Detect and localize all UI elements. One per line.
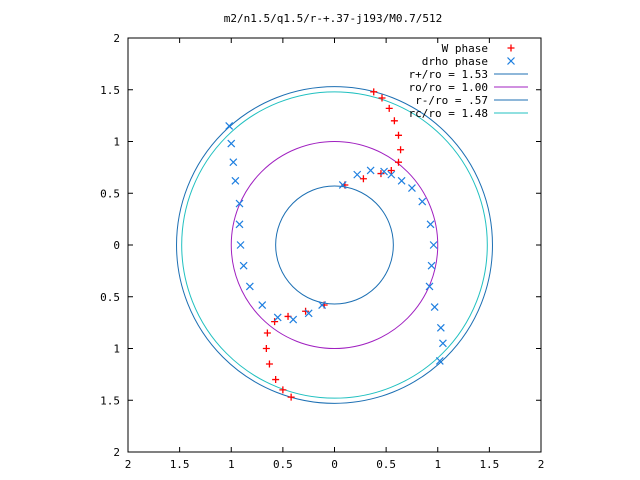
- legend-label: r-/ro = .57: [415, 94, 488, 107]
- x-tick-label: 0.5: [273, 458, 293, 471]
- y-tick-label: 0.5: [100, 187, 120, 200]
- legend-label: rc/ro = 1.48: [409, 107, 488, 120]
- plus-marker: [265, 360, 273, 368]
- cross-marker: [425, 282, 434, 291]
- axis-ticks: 2 1.5 1 0.5 0 0.5 1 1.5 221.510.500.511.52: [100, 32, 544, 471]
- plus-marker: [390, 117, 398, 125]
- x-tick-label: 1: [228, 458, 235, 471]
- cross-marker: [435, 356, 444, 365]
- cross-marker: [387, 170, 396, 179]
- plus-marker: [287, 393, 295, 401]
- cross-marker: [438, 339, 447, 348]
- legend-label: ro/ro = 1.00: [409, 81, 488, 94]
- y-tick-label: 1: [113, 343, 120, 356]
- reference-circle: [176, 86, 493, 404]
- plus-marker: [395, 158, 403, 166]
- x-tick-label: 1.5: [479, 458, 499, 471]
- plus-marker: [377, 170, 385, 178]
- cross-marker: [366, 166, 375, 175]
- plus-marker: [302, 307, 310, 315]
- series-group: [225, 122, 447, 365]
- cross-marker: [235, 220, 244, 229]
- legend-label: r+/ro = 1.53: [409, 68, 488, 81]
- cross-marker: [227, 139, 236, 148]
- cross-marker: [225, 122, 234, 130]
- plus-marker: [385, 104, 393, 112]
- plus-marker: [262, 345, 270, 352]
- x-tick-label: 0.5: [376, 458, 396, 471]
- plus-marker: [507, 44, 515, 52]
- y-tick-label: 1.5: [100, 394, 120, 407]
- cross-marker: [408, 184, 416, 192]
- cross-marker: [426, 220, 435, 229]
- cross-marker: [436, 323, 445, 332]
- plus-marker: [395, 131, 403, 139]
- x-tick-label: 2: [538, 458, 545, 471]
- cross-marker: [236, 241, 245, 249]
- plus-marker: [387, 166, 395, 174]
- y-tick-label: 1.5: [100, 84, 120, 97]
- plus-marker: [272, 376, 280, 384]
- cross-marker: [338, 181, 347, 189]
- series-group: [262, 88, 405, 401]
- reference-circle: [275, 185, 394, 305]
- y-tick-label: 0.5: [100, 291, 120, 304]
- cross-marker: [235, 199, 244, 208]
- x-tick-label: 1.5: [170, 458, 190, 471]
- cross-marker: [245, 282, 254, 291]
- cross-marker: [397, 176, 406, 185]
- y-tick-label: 2: [113, 446, 120, 459]
- plus-marker: [359, 175, 367, 183]
- cross-marker: [430, 303, 439, 312]
- cross-marker: [380, 167, 388, 176]
- cross-marker: [231, 176, 240, 185]
- y-tick-label: 0: [113, 239, 120, 252]
- cross-marker: [507, 57, 515, 65]
- cross-marker: [289, 315, 298, 324]
- x-tick-label: 1: [434, 458, 441, 471]
- y-tick-label: 1: [113, 136, 120, 149]
- data-series: [225, 88, 447, 401]
- plus-marker: [271, 318, 279, 326]
- plus-marker: [397, 146, 405, 154]
- x-tick-label: 2: [125, 458, 132, 471]
- cross-marker: [429, 241, 438, 249]
- cross-marker: [353, 170, 362, 179]
- plus-marker: [279, 386, 287, 394]
- chart-title: m2/n1.5/q1.5/r-+.37-j193/M0.7/512: [224, 12, 443, 25]
- plus-marker: [378, 94, 386, 102]
- cross-marker: [239, 261, 248, 270]
- y-tick-label: 2: [113, 32, 120, 45]
- cross-marker: [418, 197, 427, 206]
- x-tick-label: 0: [331, 458, 338, 471]
- cross-marker: [427, 261, 436, 270]
- plus-marker: [263, 329, 271, 337]
- plus-marker: [370, 88, 378, 96]
- reference-circle: [230, 141, 439, 349]
- reference-circles: [176, 86, 493, 404]
- reference-circle: [181, 91, 488, 399]
- legend-label: W phase: [442, 42, 488, 55]
- cross-marker: [258, 301, 267, 309]
- legend-label: drho phase: [422, 55, 488, 68]
- cross-marker: [273, 313, 282, 322]
- cross-marker: [304, 309, 313, 318]
- cross-marker: [318, 301, 327, 309]
- cross-marker: [229, 158, 238, 167]
